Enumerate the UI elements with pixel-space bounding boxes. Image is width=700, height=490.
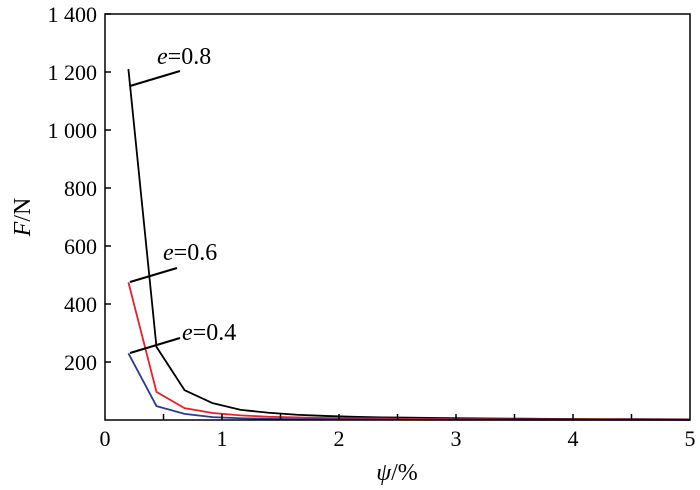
series-line-e06: [127, 282, 690, 421]
series-line-e04: [127, 352, 691, 421]
series-label-e06: e=0.6: [163, 240, 217, 266]
y-tick-label: 1 200: [48, 60, 98, 85]
y-tick-label: 600: [64, 234, 97, 259]
x-tick-label: 1: [217, 426, 228, 451]
x-tick-label: 4: [568, 426, 579, 451]
series-label-e08: e=0.8: [157, 44, 211, 70]
y-tick-label: 1 000: [48, 118, 98, 143]
x-tick-label: 5: [685, 426, 696, 451]
leader-e06: [129, 267, 178, 283]
y-tick-label: 400: [64, 292, 97, 317]
x-tick-label: 0: [100, 426, 111, 451]
series-label-e04: e=0.4: [182, 320, 236, 346]
leader-e04: [129, 337, 181, 354]
x-tick-label: 2: [334, 426, 345, 451]
leader-e08: [129, 70, 181, 87]
y-tick-label: 800: [64, 176, 97, 201]
x-tick-label: 3: [451, 426, 462, 451]
x-axis-label: ψ/%: [376, 460, 418, 486]
y-axis-label: F/N: [10, 198, 36, 238]
y-tick-label: 1 400: [48, 2, 98, 27]
y-tick-label: 200: [64, 350, 97, 375]
plot-frame: [104, 13, 691, 421]
